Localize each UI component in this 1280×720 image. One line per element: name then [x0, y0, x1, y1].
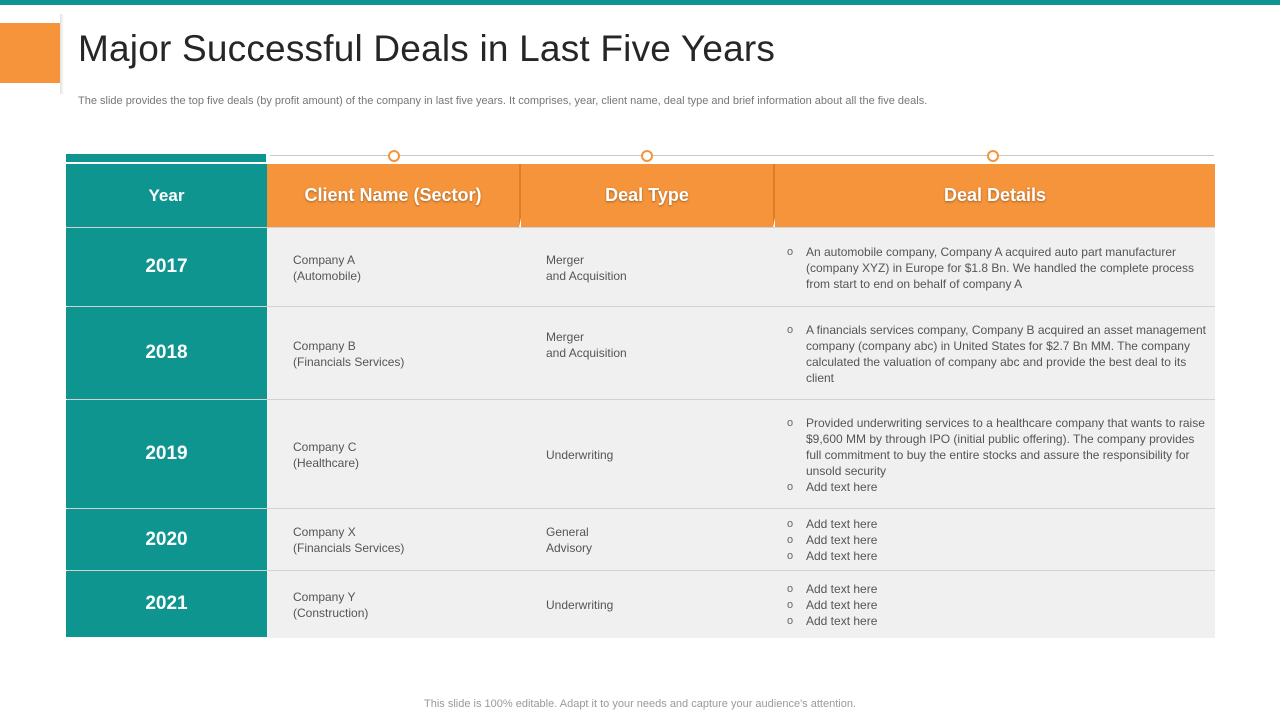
timeline-dot-details — [987, 150, 999, 162]
details-bullet: Add text here — [787, 479, 1207, 495]
timeline-line — [270, 155, 1214, 156]
details-bullet: Add text here — [787, 613, 877, 629]
row-details: Add text here Add text here Add text her… — [787, 571, 1207, 638]
slide-footer: This slide is 100% editable. Adapt it to… — [424, 698, 856, 710]
slide-subtitle: The slide provides the top five deals (b… — [78, 95, 928, 107]
row-deal-type: General Advisory — [546, 525, 593, 555]
details-bullet: Add text here — [787, 581, 877, 597]
row-deal-type: Underwriting — [546, 447, 614, 462]
row-client: Company A (Automobile) — [293, 252, 362, 283]
row-client: Company B (Financials Services) — [293, 338, 405, 369]
details-bullet: Add text here — [787, 597, 877, 613]
slide-title: Major Successful Deals in Last Five Year… — [78, 28, 776, 69]
header-year: Year — [66, 164, 267, 227]
details-list: An automobile company, Company A acquire… — [787, 244, 1207, 292]
details-list: Provided underwriting services to a heal… — [787, 415, 1207, 495]
details-bullet: An automobile company, Company A acquire… — [787, 244, 1207, 292]
details-list: Add text here Add text here Add text her… — [787, 516, 877, 564]
row-details: An automobile company, Company A acquire… — [787, 228, 1207, 307]
row-year: 2018 — [66, 307, 267, 400]
header-deal-details: Deal Details — [775, 164, 1215, 227]
details-bullet: A financials services company, Company B… — [787, 322, 1207, 386]
title-accent-shadow — [60, 14, 64, 94]
row-client: Company X (Financials Services) — [293, 525, 405, 555]
timeline-dot-deal-type — [641, 150, 653, 162]
deals-table: Year Client Name (Sector) Deal Type Deal… — [66, 164, 1215, 638]
table-row: 2018 Company B (Financials Services) Mer… — [66, 306, 1215, 400]
row-year: 2019 — [66, 400, 267, 509]
row-details: Add text here Add text here Add text her… — [787, 509, 1207, 571]
details-list: A financials services company, Company B… — [787, 322, 1207, 386]
row-deal-type: Underwriting — [546, 597, 614, 612]
header-deal-type: Deal Type — [521, 164, 773, 227]
table-row: 2021 Company Y (Construction) Underwriti… — [66, 570, 1215, 638]
details-bullet: Add text here — [787, 532, 877, 548]
title-accent-block — [0, 23, 60, 83]
header-client-name: Client Name (Sector) — [267, 164, 519, 227]
row-details: Provided underwriting services to a heal… — [787, 400, 1207, 509]
row-deal-type: Merger and Acquisition — [546, 330, 627, 360]
year-column-tab — [66, 154, 266, 162]
timeline-dot-client — [388, 150, 400, 162]
row-client: Company Y (Construction) — [293, 589, 369, 620]
row-year: 2020 — [66, 509, 267, 571]
table-row: 2019 Company C (Healthcare) Underwriting… — [66, 399, 1215, 509]
table-row: 2020 Company X (Financials Services) Gen… — [66, 508, 1215, 571]
top-accent-bar — [0, 0, 1280, 5]
details-bullet: Add text here — [787, 548, 877, 564]
details-bullet: Provided underwriting services to a heal… — [787, 415, 1207, 479]
row-year: 2021 — [66, 571, 267, 638]
row-deal-type: Merger and Acquisition — [546, 252, 627, 283]
row-details: A financials services company, Company B… — [787, 307, 1207, 400]
row-year: 2017 — [66, 228, 267, 307]
details-list: Add text here Add text here Add text her… — [787, 581, 877, 629]
table-row: 2017 Company A (Automobile) Merger and A… — [66, 227, 1215, 307]
details-bullet: Add text here — [787, 516, 877, 532]
row-client: Company C (Healthcare) — [293, 439, 360, 470]
